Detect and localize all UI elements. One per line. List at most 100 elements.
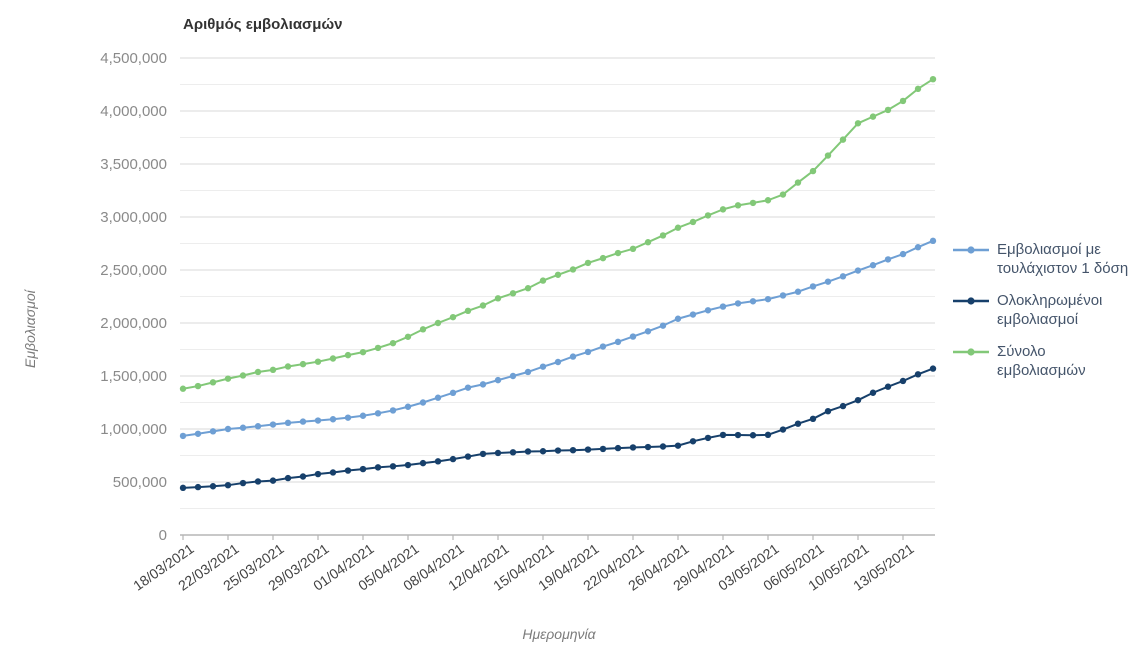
legend-label: Εμβολιασμοί με τουλάχιστον 1 δόση xyxy=(997,241,1129,278)
legend-marker-line-dot-icon xyxy=(953,348,989,356)
chart-legend: Εμβολιασμοί με τουλάχιστον 1 δόση Ολοκλη… xyxy=(953,240,1137,380)
data-point xyxy=(914,371,922,378)
data-point xyxy=(524,368,532,376)
y-tick-label: 2,500,000 xyxy=(100,262,167,279)
data-point xyxy=(854,396,862,404)
data-point xyxy=(404,333,412,340)
data-point xyxy=(614,249,622,257)
data-point xyxy=(554,358,562,366)
data-point xyxy=(299,418,307,425)
data-point xyxy=(299,473,307,480)
legend-label: Ολοκληρωμένοι εμβολιασμοί xyxy=(997,292,1103,329)
data-point xyxy=(464,453,472,460)
data-point xyxy=(719,206,727,213)
data-point xyxy=(809,167,817,175)
data-point xyxy=(884,383,892,390)
data-point xyxy=(764,197,772,204)
data-point xyxy=(929,365,937,372)
data-point xyxy=(239,424,247,431)
data-point xyxy=(329,469,337,476)
data-point xyxy=(599,343,607,350)
data-point xyxy=(704,434,712,442)
data-point xyxy=(374,410,382,417)
data-point xyxy=(284,474,292,482)
data-point xyxy=(794,288,802,295)
y-axis-title: Εμβολιασμοί xyxy=(22,290,38,368)
data-point xyxy=(659,232,667,239)
data-point xyxy=(719,431,727,439)
y-tick-label: 500,000 xyxy=(113,474,167,491)
data-point xyxy=(749,432,757,439)
data-point xyxy=(674,315,682,322)
data-point xyxy=(254,368,262,376)
data-point xyxy=(914,85,922,93)
data-point xyxy=(749,298,757,305)
legend-label: Σύνολο εμβολιασμών xyxy=(997,343,1086,380)
series-line xyxy=(182,78,934,390)
data-point xyxy=(509,372,517,380)
data-point xyxy=(449,389,457,397)
data-point xyxy=(269,477,277,484)
data-point xyxy=(764,295,772,303)
y-tick-label: 2,000,000 xyxy=(100,315,167,332)
data-point xyxy=(179,432,187,440)
data-point xyxy=(284,363,292,370)
data-point xyxy=(209,483,217,490)
data-point xyxy=(539,448,547,455)
data-point xyxy=(179,385,187,392)
data-point xyxy=(854,120,862,127)
data-point xyxy=(794,420,802,427)
data-point xyxy=(644,443,652,451)
data-point xyxy=(554,447,562,454)
series-line xyxy=(182,367,934,489)
data-point xyxy=(659,443,667,450)
data-point xyxy=(779,292,787,299)
data-point xyxy=(269,421,277,428)
legend-marker-line-dot-icon xyxy=(953,297,989,305)
data-point xyxy=(299,360,307,368)
data-point xyxy=(314,470,322,478)
y-tick-label: 4,500,000 xyxy=(100,50,167,67)
data-point xyxy=(704,307,712,314)
legend-item-at-least-one-dose: Εμβολιασμοί με τουλάχιστον 1 δόση xyxy=(953,240,1137,278)
data-point xyxy=(809,283,817,290)
data-point xyxy=(314,358,322,365)
data-point xyxy=(509,449,517,456)
y-tick-label: 1,500,000 xyxy=(100,368,167,385)
data-point xyxy=(689,311,697,318)
data-point xyxy=(794,179,802,186)
data-point xyxy=(824,407,832,415)
data-point xyxy=(224,375,232,382)
data-point xyxy=(404,403,412,410)
data-point xyxy=(569,447,577,454)
data-point xyxy=(194,430,202,437)
data-point xyxy=(734,202,742,209)
data-point xyxy=(419,399,427,406)
data-point xyxy=(224,481,232,489)
y-tick-label: 4,000,000 xyxy=(100,103,167,120)
data-point xyxy=(404,461,412,469)
data-point xyxy=(899,97,907,105)
data-point xyxy=(524,285,532,292)
data-point xyxy=(329,355,337,362)
data-point xyxy=(344,467,352,474)
data-point xyxy=(329,416,337,423)
legend-item-total: Σύνολο εμβολιασμών xyxy=(953,342,1137,380)
data-point xyxy=(239,479,247,487)
data-point xyxy=(689,438,697,445)
data-point xyxy=(899,250,907,258)
data-point xyxy=(209,428,217,435)
data-point xyxy=(584,259,592,267)
data-point xyxy=(464,384,472,391)
data-point xyxy=(824,278,832,285)
data-point xyxy=(809,415,817,423)
data-point xyxy=(884,106,892,114)
chart-title: Αριθμός εμβολιασμών xyxy=(183,16,343,33)
data-point xyxy=(839,136,847,143)
data-point xyxy=(314,417,322,424)
data-point xyxy=(434,394,442,401)
data-point xyxy=(419,459,427,467)
data-point xyxy=(539,363,547,370)
